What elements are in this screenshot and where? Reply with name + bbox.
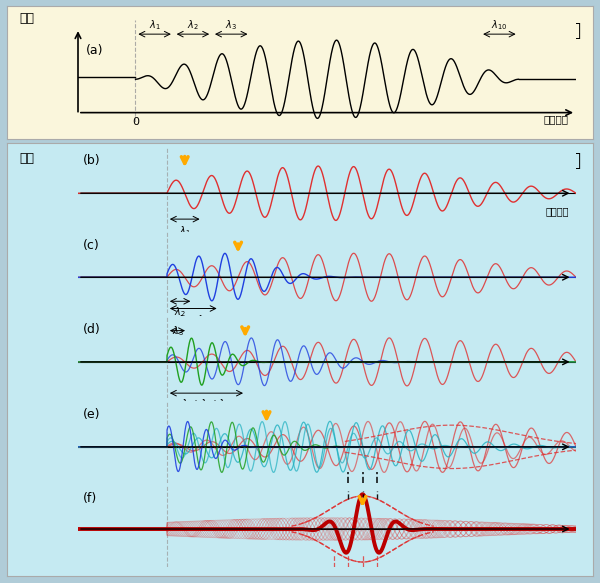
Text: $\lambda_2$: $\lambda_2$	[187, 19, 199, 32]
Text: $\lambda_3$: $\lambda_3$	[172, 325, 184, 339]
Text: $\lambda_2$: $\lambda_2$	[174, 305, 186, 319]
Text: (a): (a)	[86, 44, 103, 57]
Text: (c): (c)	[83, 239, 100, 252]
Text: 電流: 電流	[19, 12, 34, 26]
Text: (b): (b)	[83, 154, 101, 167]
Text: $\lambda_1$: $\lambda_1$	[179, 224, 191, 238]
Text: 進行方向: 進行方向	[544, 114, 568, 124]
Text: 進行方向: 進行方向	[545, 206, 569, 216]
Text: 電場: 電場	[19, 152, 34, 165]
Text: (f): (f)	[83, 492, 98, 505]
Text: $\lambda_1$: $\lambda_1$	[149, 19, 161, 32]
Text: $\lambda_{10}$: $\lambda_{10}$	[491, 19, 508, 32]
Text: $\lambda_1{+}\lambda_2{+}\lambda_3$: $\lambda_1{+}\lambda_2{+}\lambda_3$	[181, 398, 230, 411]
Text: (d): (d)	[83, 324, 101, 336]
Text: (e): (e)	[83, 408, 101, 421]
Text: 電流分布: 電流分布	[538, 22, 581, 40]
Text: $\lambda_3$: $\lambda_3$	[225, 19, 237, 32]
Text: 光の波形: 光の波形	[538, 152, 581, 170]
Text: 0: 0	[132, 117, 139, 127]
Text: $\lambda_1{+}\lambda_2$: $\lambda_1{+}\lambda_2$	[178, 313, 208, 326]
